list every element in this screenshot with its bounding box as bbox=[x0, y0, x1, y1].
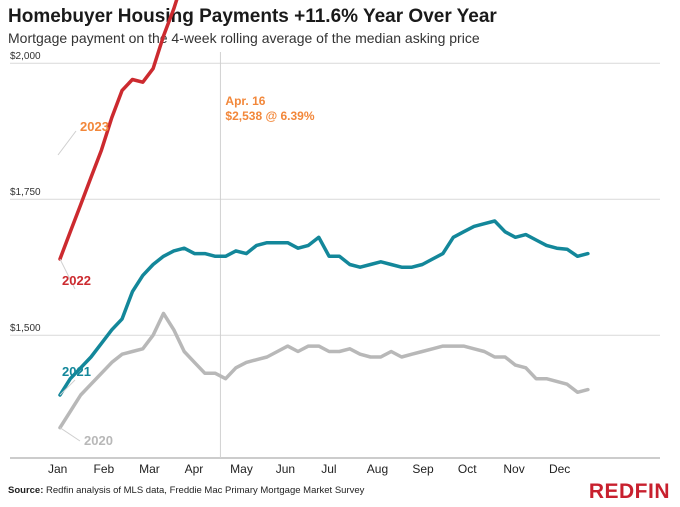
y-tick-label: $1,750 bbox=[10, 187, 41, 198]
source-text: Redfin analysis of MLS data, Freddie Mac… bbox=[46, 485, 365, 496]
x-tick-label: Nov bbox=[503, 462, 524, 476]
x-tick-label: Apr bbox=[185, 462, 204, 476]
series-leader-2021 bbox=[59, 379, 76, 396]
source-label: Source: bbox=[8, 485, 44, 496]
x-tick-label: May bbox=[230, 462, 253, 476]
series-line-2020 bbox=[58, 311, 590, 430]
series-line-2021 bbox=[58, 219, 590, 397]
x-tick-label: Sep bbox=[412, 462, 434, 476]
series-leader-2020 bbox=[59, 427, 81, 442]
series-label-2023: 2023 bbox=[80, 119, 109, 134]
x-tick-label: Jul bbox=[321, 462, 336, 476]
series-leader-2023 bbox=[57, 130, 77, 156]
x-tick-label: Mar bbox=[139, 462, 160, 476]
annotation-value: $2,538 @ 6.39% bbox=[225, 109, 314, 123]
redfin-logo: REDFIN bbox=[588, 480, 670, 503]
x-tick-label: Jan bbox=[48, 462, 67, 476]
x-tick-label: Oct bbox=[458, 462, 477, 476]
x-tick-label: Dec bbox=[549, 462, 570, 476]
x-tick-label: Feb bbox=[94, 462, 115, 476]
series-leader-2022 bbox=[59, 258, 76, 290]
chart-title: Homebuyer Housing Payments +11.6% Year O… bbox=[8, 6, 497, 27]
series-label-2021: 2021 bbox=[62, 364, 91, 379]
chart-subtitle: Mortgage payment on the 4-week rolling a… bbox=[8, 30, 480, 46]
line-chart: $1,500$1,750$2,000$2,250$2,500$2,750 Jan… bbox=[10, 0, 660, 476]
series-line-2022 bbox=[58, 0, 179, 261]
y-tick-label: $2,000 bbox=[10, 51, 41, 62]
source-note: Source: Redfin analysis of MLS data, Fre… bbox=[8, 485, 364, 496]
x-tick-label: Jun bbox=[276, 462, 295, 476]
x-tick-label: Aug bbox=[367, 462, 388, 476]
annotation-date: Apr. 16 bbox=[225, 94, 265, 108]
series-label-2020: 2020 bbox=[84, 433, 113, 448]
y-tick-label: $1,500 bbox=[10, 323, 41, 334]
series-label-2022: 2022 bbox=[62, 273, 91, 288]
